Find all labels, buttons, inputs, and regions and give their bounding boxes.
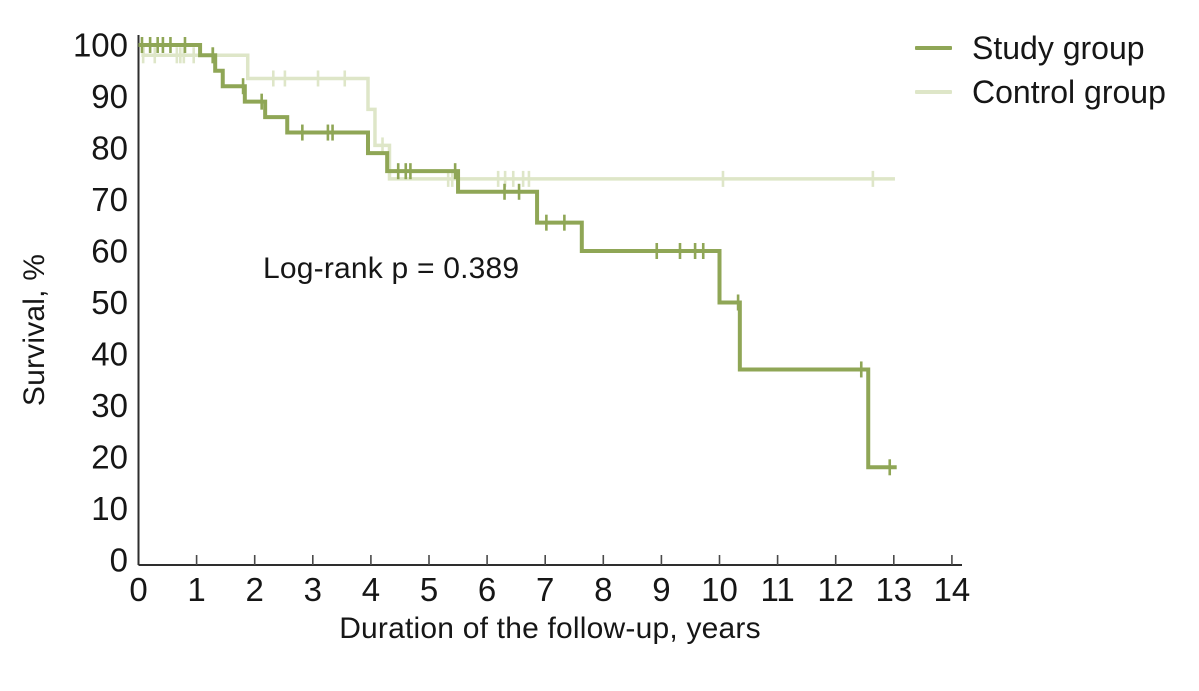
x-tick-label: 2 <box>246 571 264 608</box>
study-line-swatch <box>915 46 952 50</box>
legend-item-control: Control group <box>915 70 1166 114</box>
control-survival-curve <box>138 43 895 181</box>
x-tick-label: 0 <box>129 571 147 608</box>
y-tick-label: 70 <box>91 181 128 218</box>
y-tick-label: 60 <box>91 233 128 270</box>
y-axis-title: Survival, % <box>18 253 51 407</box>
y-tick-label: 10 <box>91 490 128 527</box>
x-tick-label: 9 <box>652 571 670 608</box>
y-tick-label: 40 <box>91 336 128 373</box>
x-tick-label: 11 <box>760 571 794 608</box>
x-tick-label: 6 <box>478 571 496 608</box>
x-tick-label: 3 <box>304 571 322 608</box>
legend-item-study: Study group <box>915 26 1166 70</box>
legend-label-study: Study group <box>972 29 1145 66</box>
x-tick-label: 5 <box>420 571 438 608</box>
logrank-annotation: Log-rank p = 0.389 <box>263 252 520 285</box>
legend: Study group Control group <box>915 26 1166 114</box>
y-tick-label: 0 <box>110 542 128 579</box>
x-tick-label: 12 <box>817 571 854 608</box>
y-tick-label: 30 <box>91 387 128 424</box>
x-tick-label: 1 <box>187 571 205 608</box>
y-tick-label: 80 <box>91 130 128 167</box>
y-tick-label: 100 <box>73 27 128 64</box>
x-tick-label: 10 <box>701 571 738 608</box>
x-tick-label: 4 <box>362 571 380 608</box>
y-tick-label: 50 <box>91 284 128 321</box>
x-tick-label: 7 <box>536 571 554 608</box>
legend-label-control: Control group <box>972 73 1166 110</box>
x-tick-label: 13 <box>875 571 912 608</box>
x-tick-label: 14 <box>934 571 971 608</box>
y-tick-label: 90 <box>91 78 128 115</box>
x-axis-title: Duration of the follow-up, years <box>339 612 761 645</box>
study-survival-curve <box>138 43 897 470</box>
x-tick-label: 8 <box>594 571 612 608</box>
control-line-swatch <box>915 90 952 94</box>
y-tick-label: 20 <box>91 439 128 476</box>
